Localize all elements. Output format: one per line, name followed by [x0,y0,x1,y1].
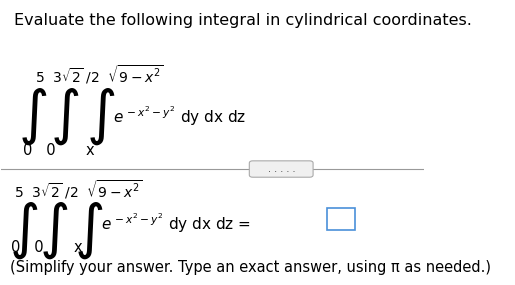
FancyBboxPatch shape [249,161,313,177]
Text: . . . . .: . . . . . [268,164,295,174]
Text: (Simplify your answer. Type an exact answer, using π as needed.): (Simplify your answer. Type an exact ans… [10,260,491,275]
Text: $\int$: $\int$ [86,86,115,147]
Text: 5  $3\sqrt{2}$ /2  $\sqrt{9-x^2}$: 5 $3\sqrt{2}$ /2 $\sqrt{9-x^2}$ [35,64,164,86]
Text: 0   0: 0 0 [11,240,43,255]
Text: $\int$: $\int$ [9,200,38,261]
Text: 5  $3\sqrt{2}$ /2  $\sqrt{9-x^2}$: 5 $3\sqrt{2}$ /2 $\sqrt{9-x^2}$ [14,178,143,201]
Text: Evaluate the following integral in cylindrical coordinates.: Evaluate the following integral in cylin… [14,13,472,28]
FancyBboxPatch shape [327,208,355,230]
Text: $e^{\,-x^2-y^2}$ dy dx dz: $e^{\,-x^2-y^2}$ dy dx dz [113,104,247,128]
Text: x: x [86,142,94,158]
Text: $\int$: $\int$ [19,86,47,147]
Text: x: x [74,240,83,255]
Text: $e^{\,-x^2-y^2}$ dy dx dz =: $e^{\,-x^2-y^2}$ dy dx dz = [100,212,251,235]
Text: $\int$: $\int$ [40,200,68,261]
Text: $\int$: $\int$ [74,200,104,261]
Text: $\int$: $\int$ [50,86,79,147]
Text: 0   0: 0 0 [23,142,55,158]
